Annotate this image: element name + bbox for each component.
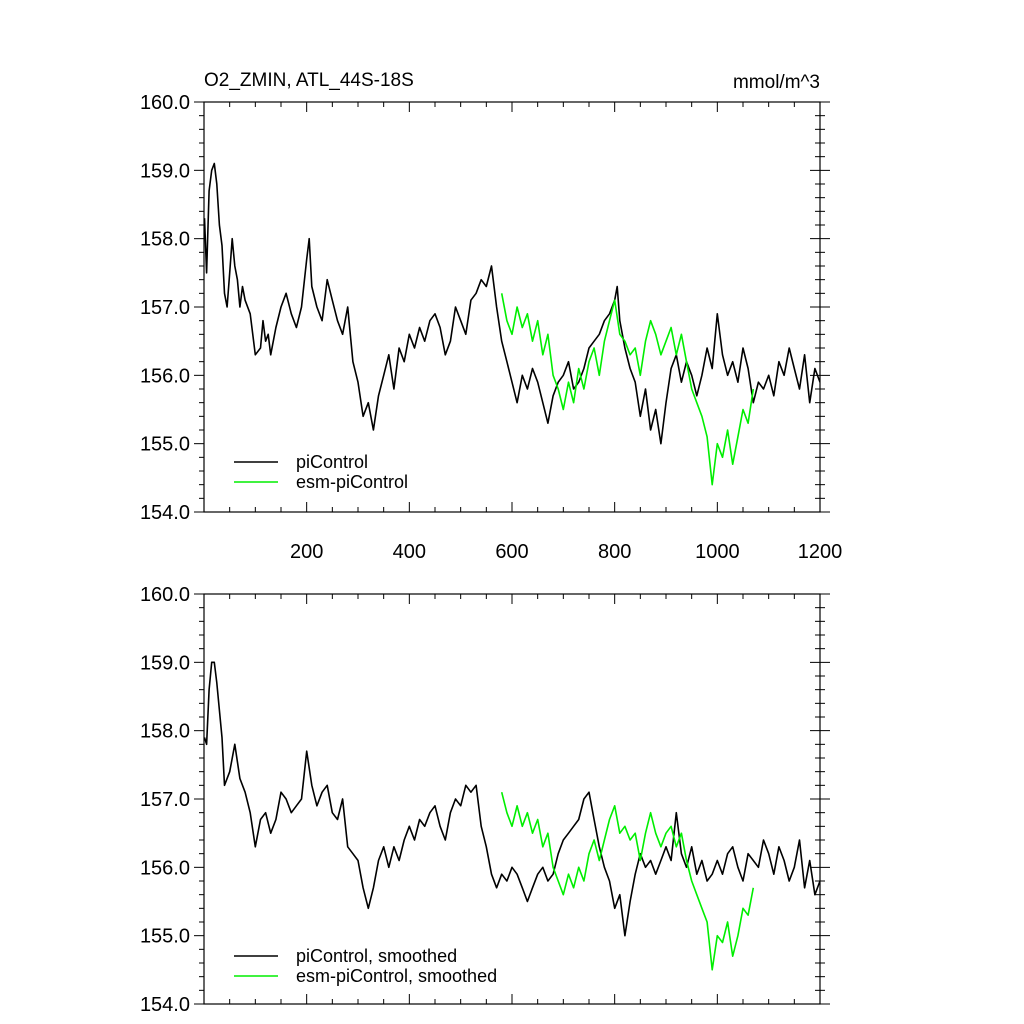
- x-tick-label: 200: [290, 541, 323, 563]
- x-tick-label: 1200: [798, 541, 843, 563]
- y-tick-label: 157.0: [140, 297, 190, 319]
- legend-entry: esm-piControl, smoothed: [296, 966, 497, 986]
- x-tick-label: 800: [598, 541, 631, 563]
- panel-top: 154.0 155.0 156.0 157.0 158.0 159.0 160.0 200 40…: [140, 70, 842, 563]
- x-tick-label: 400: [393, 541, 426, 563]
- legend-entry: esm-piControl: [296, 472, 408, 492]
- y-tick-label: 154.0: [140, 502, 190, 524]
- x-tick-label: 600: [495, 541, 528, 563]
- y-tick-label: 156.0: [140, 365, 190, 387]
- y-tick-label: 155.0: [140, 434, 190, 456]
- y-tick-label: 156.0: [140, 857, 190, 879]
- series-line-1: [500, 792, 755, 971]
- series-line-0: [204, 661, 820, 937]
- panel-bottom: 154.0 155.0 156.0 157.0 158.0 159.0 160.0 piCon…: [140, 584, 830, 1016]
- y-tick-label: 154.0: [140, 994, 190, 1016]
- plot-frame: [203, 101, 821, 513]
- y-tick-label: 155.0: [140, 926, 190, 948]
- x-tick-label: 1000: [695, 541, 740, 563]
- legend-entry: piControl: [296, 452, 368, 472]
- y-tick-label: 160.0: [140, 584, 190, 606]
- y-tick-label: 159.0: [140, 652, 190, 674]
- y-tick-label: 158.0: [140, 229, 190, 251]
- y-tick-label: 159.0: [140, 160, 190, 182]
- plot-frame: [203, 593, 821, 1005]
- y-tick-label: 157.0: [140, 789, 190, 811]
- y-tick-label: 160.0: [140, 92, 190, 114]
- series-line-0: [204, 162, 820, 445]
- legend-entry: piControl, smoothed: [296, 946, 457, 966]
- series-line-1: [500, 293, 755, 486]
- chart-title: O2_ZMIN, ATL_44S-18S: [204, 70, 414, 91]
- units-label: mmol/m^3: [733, 72, 820, 93]
- y-tick-label: 158.0: [140, 721, 190, 743]
